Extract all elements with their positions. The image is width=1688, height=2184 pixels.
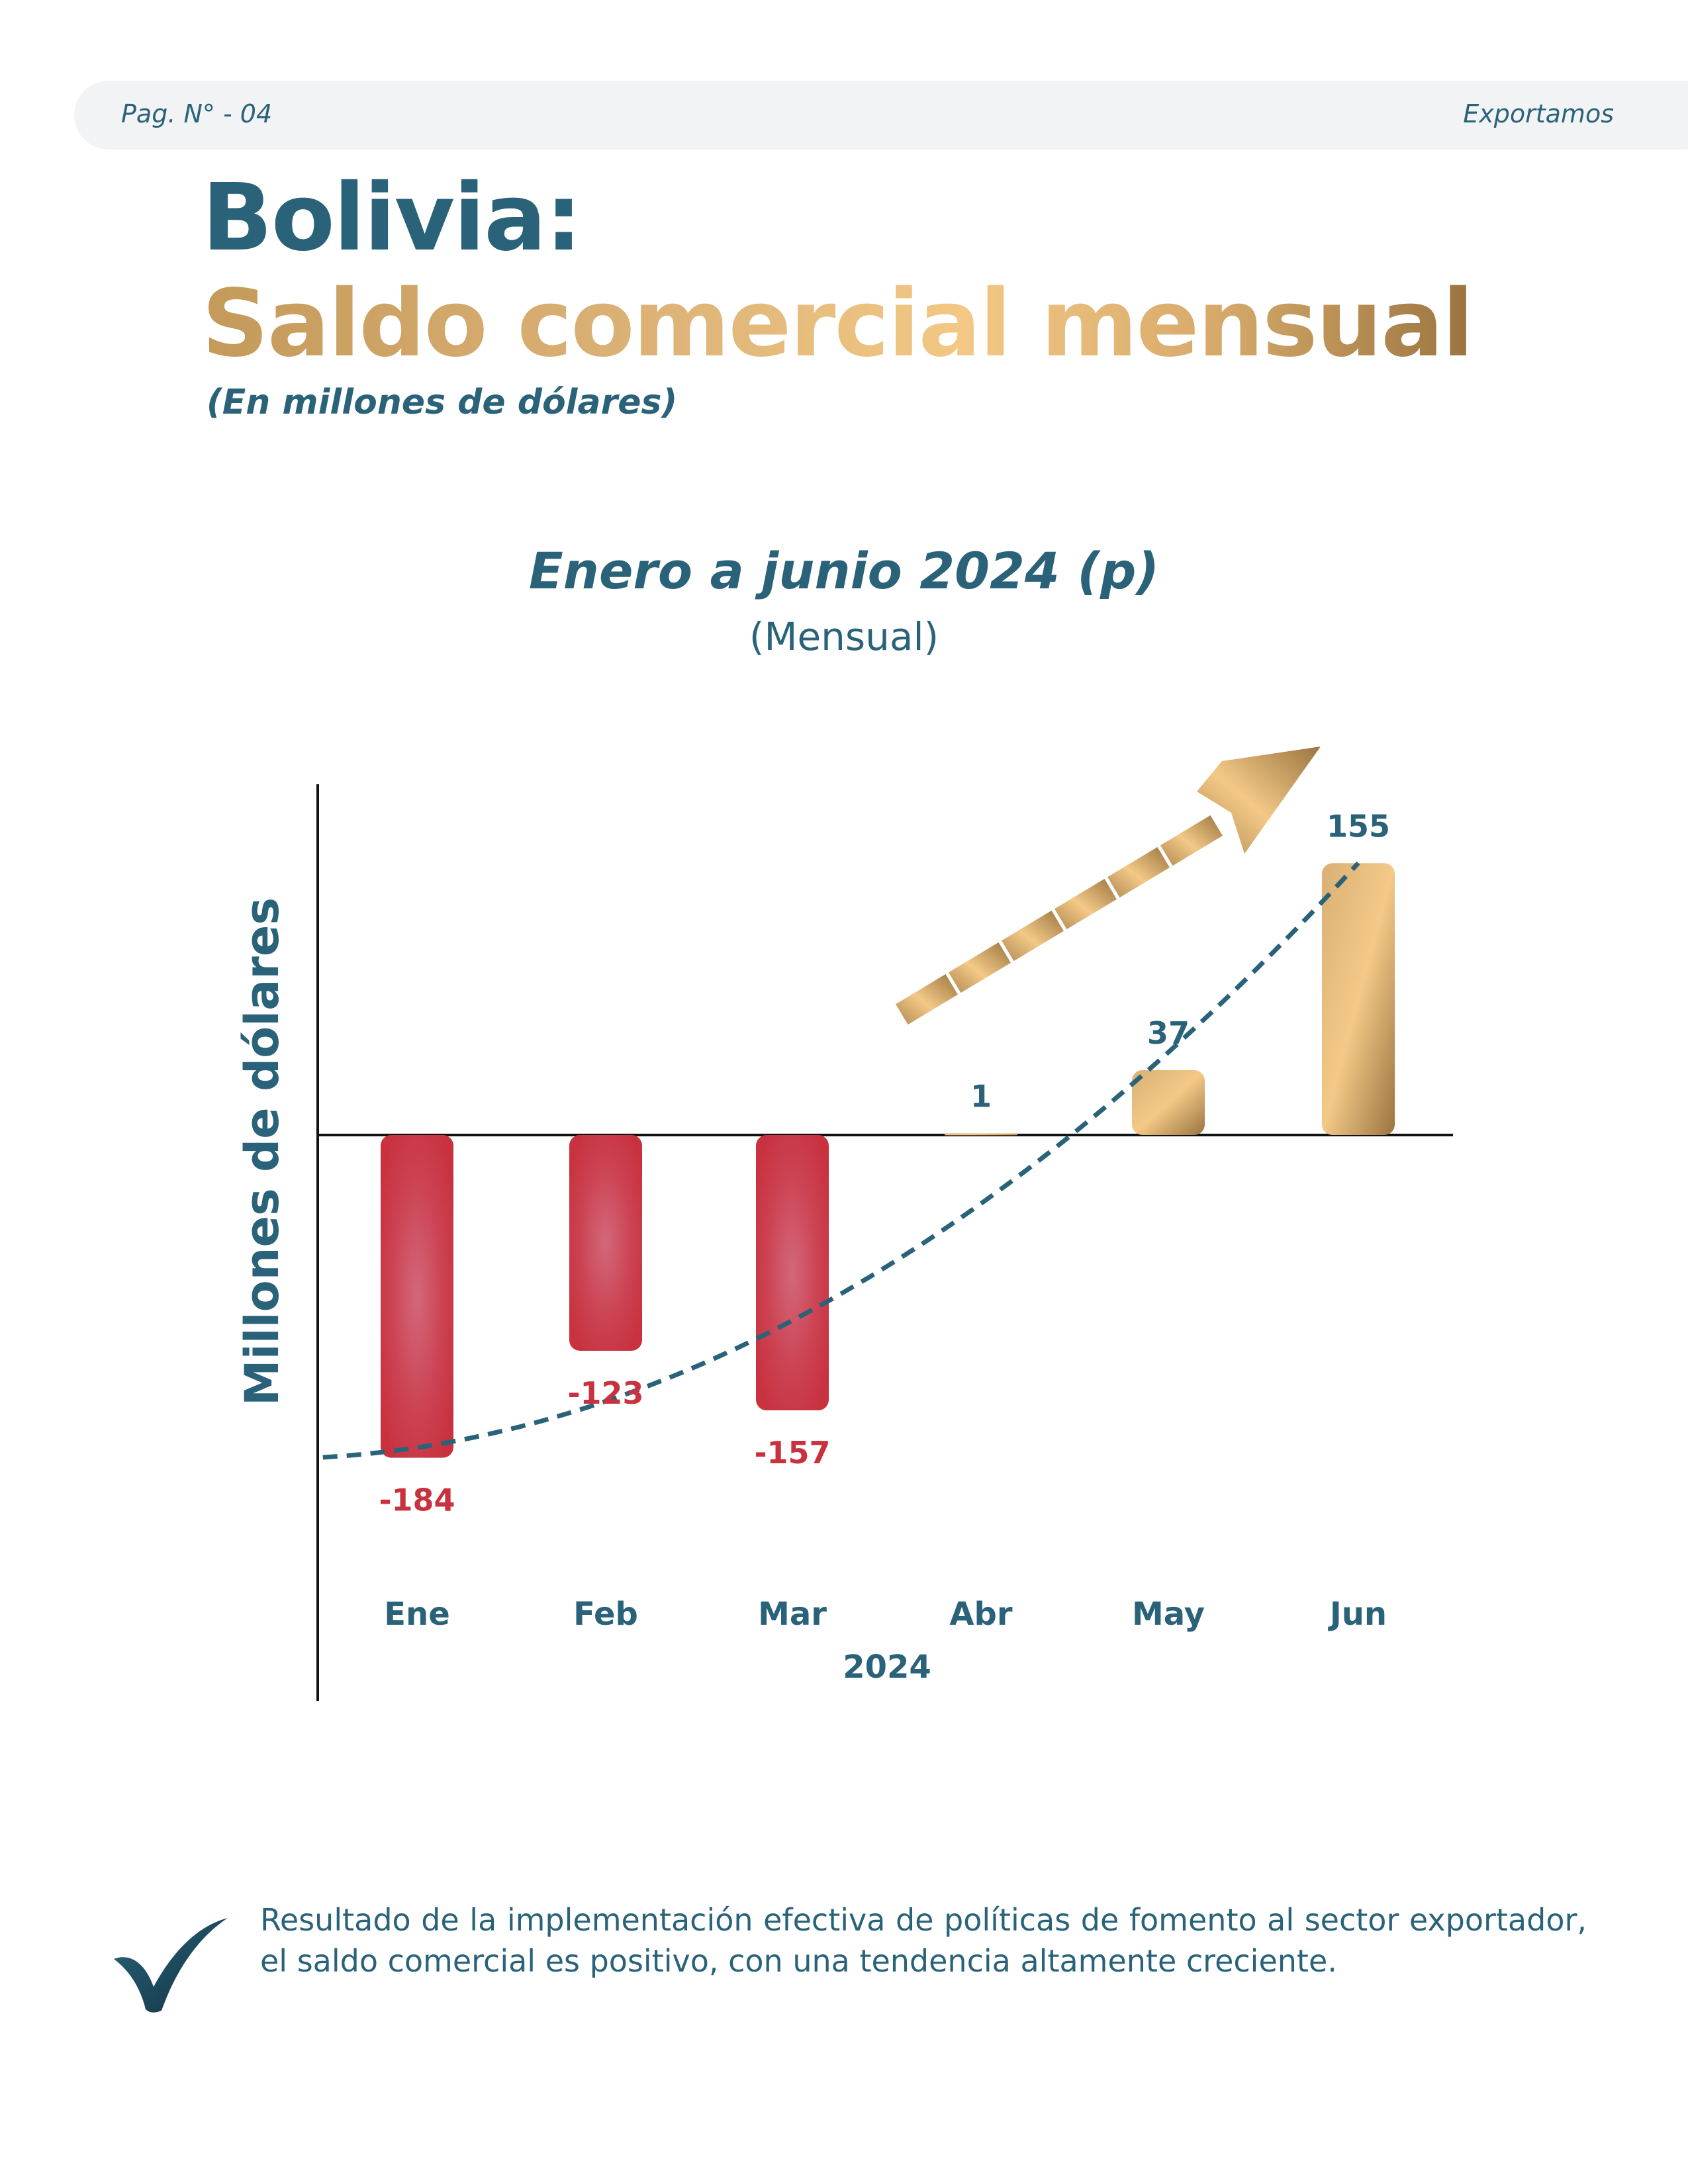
- header-bar: [74, 81, 1688, 150]
- category-label-ene: Ene: [384, 1596, 450, 1633]
- value-label-abr: 1: [970, 1078, 992, 1114]
- title-units: (En millones de dólares): [207, 383, 678, 422]
- bar-abr: [945, 1133, 1017, 1136]
- category-label-may: May: [1132, 1596, 1205, 1633]
- note-text: Resultado de la implementación efectiva …: [260, 1902, 1587, 1979]
- trend-arrow: [896, 747, 1321, 1025]
- value-label-may: 37: [1147, 1015, 1190, 1051]
- arrow-dash: [1160, 815, 1223, 866]
- chart-subtitle: (Mensual): [749, 614, 939, 659]
- arrow-dash: [1002, 910, 1064, 962]
- arrow-head: [1197, 747, 1321, 854]
- bar-mar: [756, 1135, 829, 1411]
- arrow-dash: [1107, 846, 1170, 898]
- y-axis-label: Millones de dólares: [235, 897, 289, 1406]
- checkmark-icon: [114, 1918, 228, 2013]
- arrow-dash: [1055, 878, 1117, 930]
- chart: Millones de dólares -184 -123 -157 1 37 155 Ene…: [235, 747, 1453, 1701]
- bar-jun: [1322, 863, 1395, 1135]
- value-label-ene: -184: [379, 1482, 455, 1518]
- title-country: Bolivia:: [202, 164, 583, 272]
- axes: [316, 784, 1453, 1701]
- bars: [381, 863, 1395, 1458]
- category-label-feb: Feb: [573, 1596, 638, 1633]
- bar-may: [1132, 1069, 1205, 1135]
- page-number-value: 04: [240, 99, 273, 128]
- value-label-feb: -123: [567, 1375, 643, 1411]
- category-label-abr: Abr: [949, 1596, 1013, 1633]
- title-main: Saldo comercial mensual: [202, 270, 1474, 378]
- value-label-jun: 155: [1327, 808, 1390, 844]
- value-label-mar: -157: [754, 1435, 830, 1471]
- trendline: [322, 861, 1360, 1460]
- arrow-dash: [896, 974, 958, 1025]
- labels: Millones de dólares -184 -123 -157 1 37 155 Ene…: [235, 808, 1390, 1686]
- bar-ene: [381, 1135, 453, 1458]
- page-number: Pag. N° - 04: [121, 99, 272, 128]
- category-label-jun: Jun: [1328, 1596, 1387, 1633]
- trendline-path: [322, 861, 1360, 1460]
- chart-title: Enero a junio 2024 (p): [528, 541, 1160, 600]
- bar-feb: [569, 1135, 642, 1351]
- x-axis-label: 2024: [843, 1649, 931, 1686]
- page-prefix: Pag. N° -: [121, 99, 240, 128]
- category-label-mar: Mar: [758, 1596, 827, 1633]
- arrow-dash: [949, 942, 1011, 993]
- section-label: Exportamos: [1463, 99, 1614, 128]
